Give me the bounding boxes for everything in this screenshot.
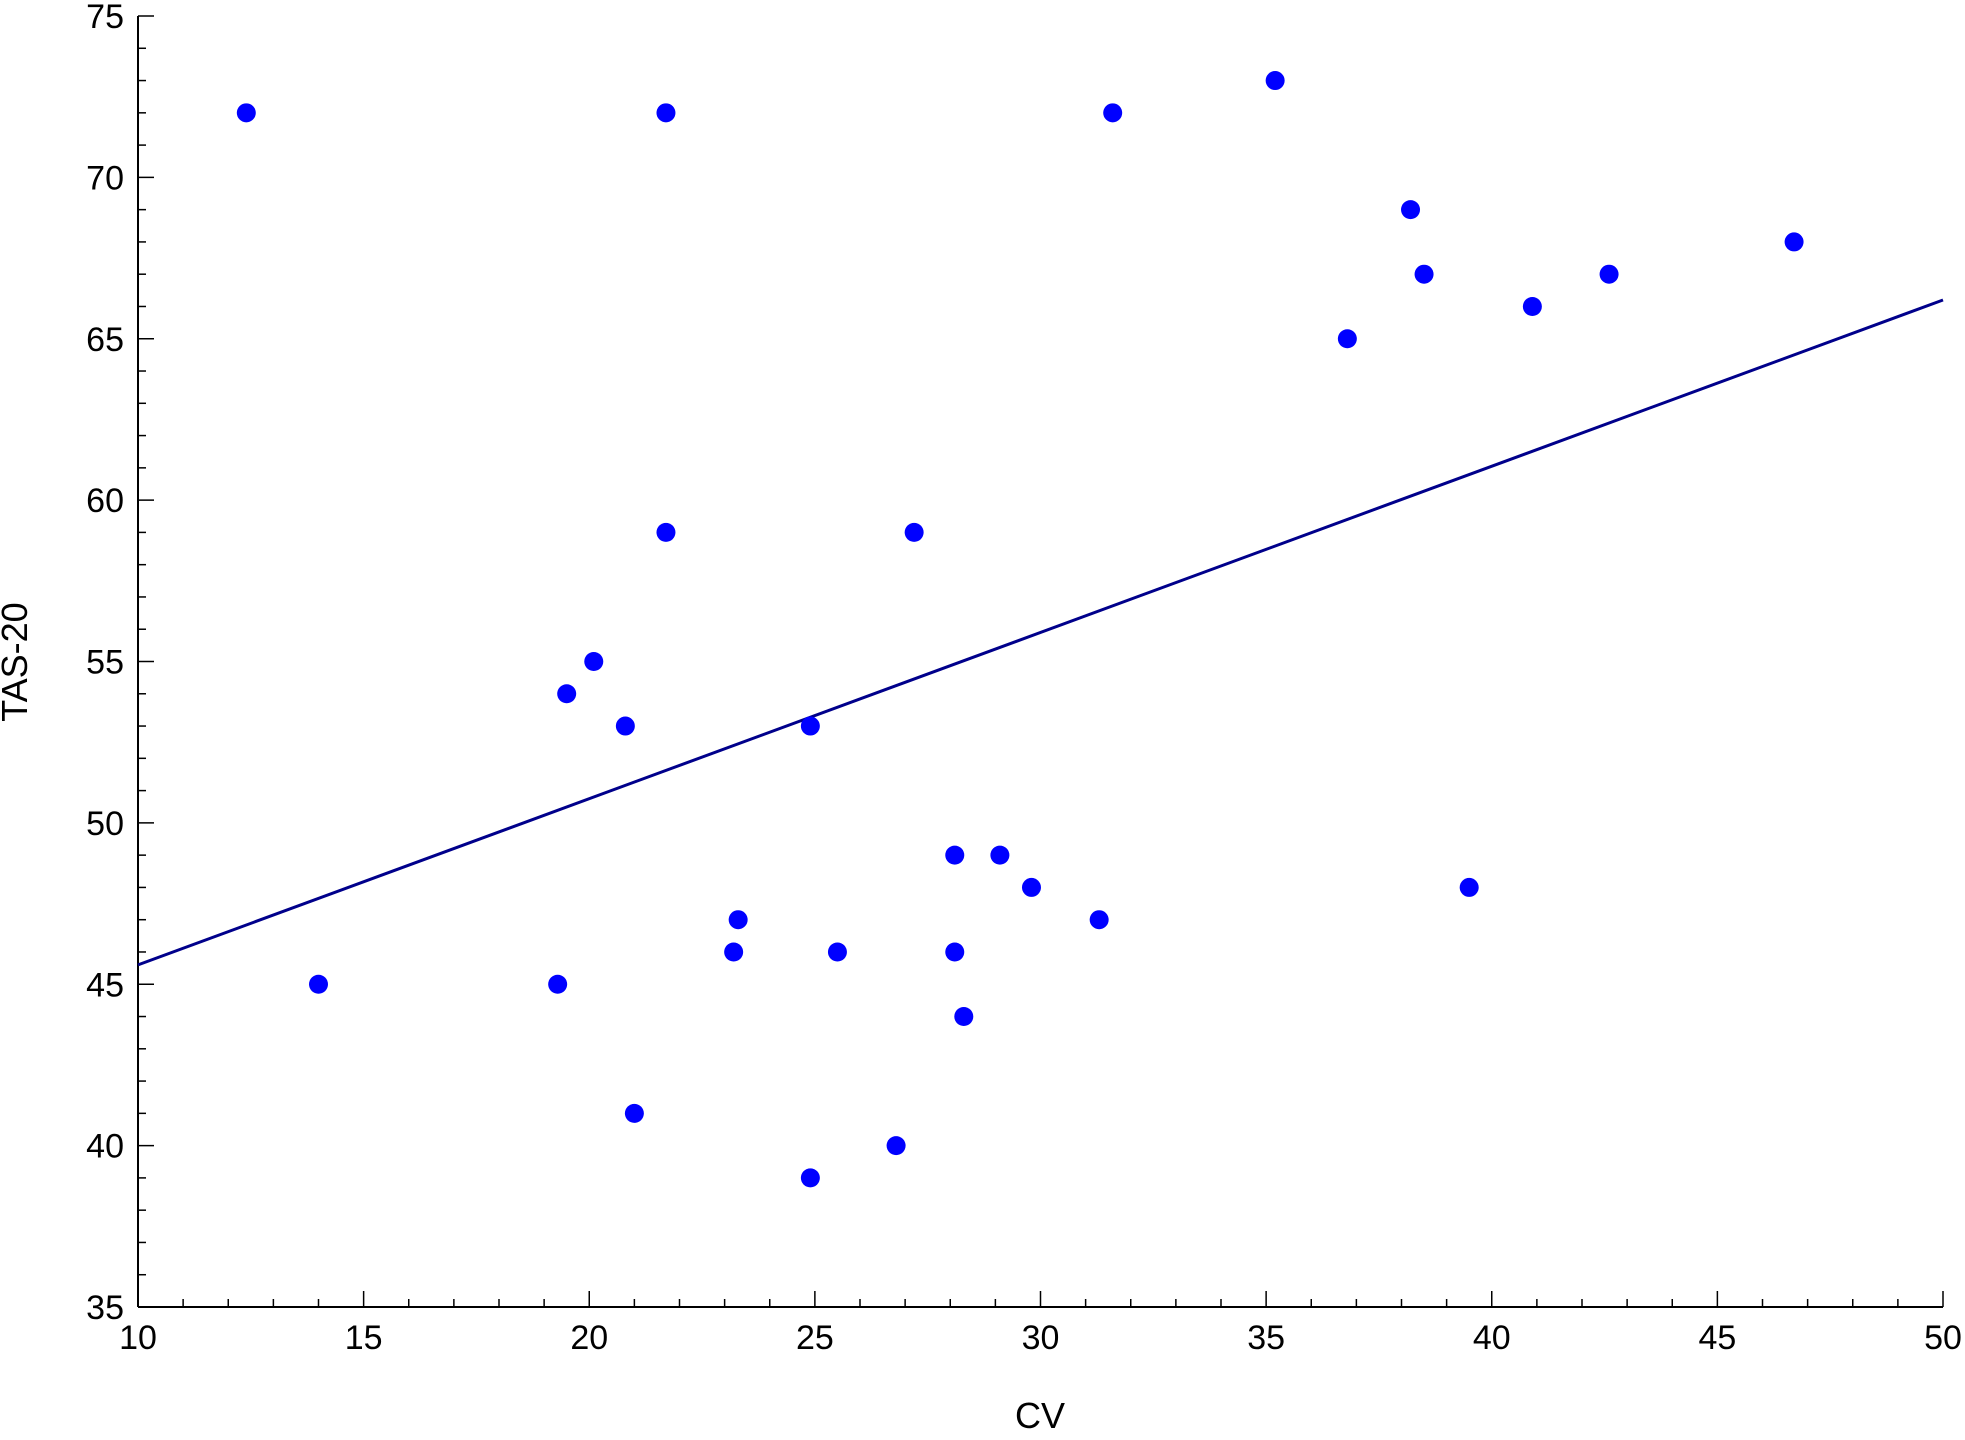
x-tick-label: 25	[796, 1319, 834, 1357]
x-tick-label: 35	[1247, 1319, 1285, 1357]
data-point	[548, 974, 568, 994]
data-point	[800, 716, 820, 736]
data-point	[1522, 296, 1542, 316]
data-point	[990, 845, 1010, 865]
data-point	[728, 910, 748, 930]
y-tick-label: 45	[86, 966, 124, 1004]
data-point	[827, 942, 847, 962]
data-point	[1784, 232, 1804, 252]
x-tick-label: 40	[1473, 1319, 1511, 1357]
data-point	[1265, 71, 1285, 91]
data-point	[1414, 264, 1434, 284]
data-point	[584, 652, 604, 671]
data-point	[624, 1103, 644, 1123]
data-point	[724, 942, 744, 962]
data-point	[236, 103, 256, 123]
data-point	[945, 845, 965, 865]
data-point	[1401, 200, 1421, 220]
data-point	[309, 974, 328, 994]
y-tick-label: 35	[86, 1289, 124, 1327]
data-point	[1337, 329, 1357, 349]
y-tick-label: 75	[86, 0, 124, 36]
x-tick-label: 10	[119, 1319, 157, 1357]
x-tick-label: 15	[345, 1319, 383, 1357]
y-axis-label: TAS-20	[0, 602, 35, 721]
x-axis-label: CV	[1015, 1395, 1065, 1436]
data-point	[945, 942, 965, 962]
y-tick-label: 70	[86, 159, 124, 197]
data-point	[1103, 103, 1123, 123]
data-point	[1089, 910, 1109, 930]
y-tick-label: 40	[86, 1128, 124, 1166]
points-group	[236, 71, 1804, 1188]
data-point	[800, 1168, 820, 1188]
y-tick-label: 65	[86, 321, 124, 359]
data-point	[1599, 264, 1619, 284]
x-tick-label: 45	[1698, 1319, 1736, 1357]
ticks	[137, 15, 1944, 1308]
y-tick-label: 60	[86, 482, 124, 520]
x-tick-label: 30	[1022, 1319, 1060, 1357]
y-tick-label: 50	[86, 805, 124, 843]
data-point	[656, 103, 676, 123]
data-point	[557, 684, 577, 704]
regression-line	[137, 298, 1944, 967]
fit-line-group	[137, 298, 1944, 967]
data-point	[904, 522, 924, 542]
data-point	[615, 716, 635, 736]
x-tick-label: 50	[1924, 1319, 1962, 1357]
data-point	[656, 522, 676, 542]
x-tick-label: 20	[570, 1319, 608, 1357]
data-point	[954, 1007, 974, 1027]
tick-labels: 10 15 20 25 30 35 40 45 50 35 40 45 50 55 60 65 70 75	[86, 0, 1962, 1357]
axes	[137, 16, 1943, 1308]
data-point	[1021, 877, 1041, 897]
y-tick-label: 55	[86, 644, 124, 682]
data-point	[886, 1136, 906, 1156]
data-point	[1459, 877, 1479, 897]
